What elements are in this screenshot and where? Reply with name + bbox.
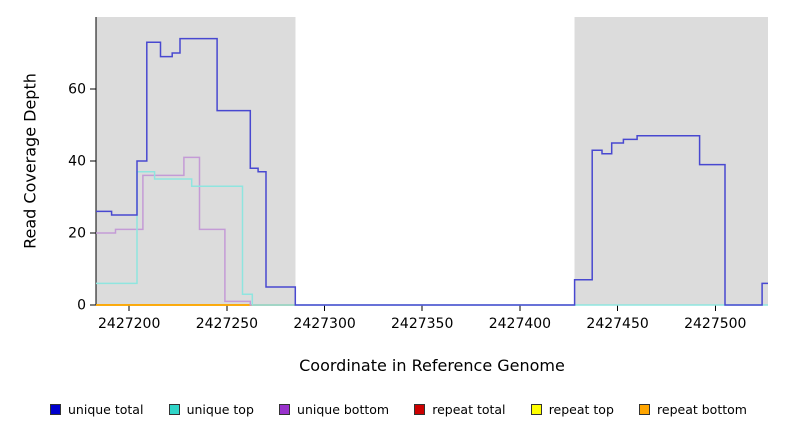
x-tick-label: 2427400 [489, 316, 551, 332]
x-tick-label: 2427350 [391, 316, 453, 332]
x-tick-label: 2427450 [586, 316, 648, 332]
series-line-unique-bottom [96, 156, 296, 306]
x-axis-label: Coordinate in Reference Genome [299, 356, 565, 375]
legend-swatch-repeat-total [414, 403, 426, 415]
x-tick-label: 2427300 [293, 316, 355, 332]
legend-swatch-repeat-top [530, 403, 542, 415]
legend-item-unique-top: unique top [168, 401, 254, 417]
legend-swatch-repeat-bottom [639, 403, 651, 415]
legend-label: unique top [186, 401, 254, 417]
x-tick-label: 2427200 [98, 316, 160, 332]
legend-item-unique-total: unique total [50, 402, 143, 417]
legend-label: repeat total [432, 401, 506, 417]
legend-label: repeat bottom [657, 401, 747, 417]
legend-item-repeat-top: repeat top [530, 401, 614, 417]
legend-swatch-unique-bottom [279, 403, 291, 415]
shaded-region [96, 17, 296, 305]
legend: unique total unique top unique bottom repea… [50, 398, 747, 420]
legend-swatch-unique-top [168, 403, 180, 415]
y-tick-label: 0 [77, 298, 86, 314]
x-tick-label: 2427500 [684, 316, 746, 332]
legend-label: repeat top [548, 401, 614, 417]
legend-label: unique bottom [297, 401, 390, 417]
legend-item-repeat-total: repeat total [414, 401, 506, 417]
x-tick-label: 2427250 [196, 316, 258, 332]
y-tick-label: 20 [68, 226, 86, 242]
series-line-unique-total [96, 37, 768, 306]
legend-swatch-unique-total [50, 403, 61, 415]
y-tick-label: 40 [68, 154, 86, 170]
y-tick-label: 60 [68, 82, 86, 98]
plot-area: 2427200 2427250 2427300 2427350 2427400 24274… [68, 17, 768, 332]
shaded-region [574, 17, 768, 305]
legend-label: unique total [68, 401, 144, 417]
y-axis-label: Read Coverage Depth [20, 73, 40, 249]
legend-item-unique-bottom: unique bottom [279, 402, 389, 417]
legend-item-repeat-bottom: repeat bottom [639, 402, 747, 417]
